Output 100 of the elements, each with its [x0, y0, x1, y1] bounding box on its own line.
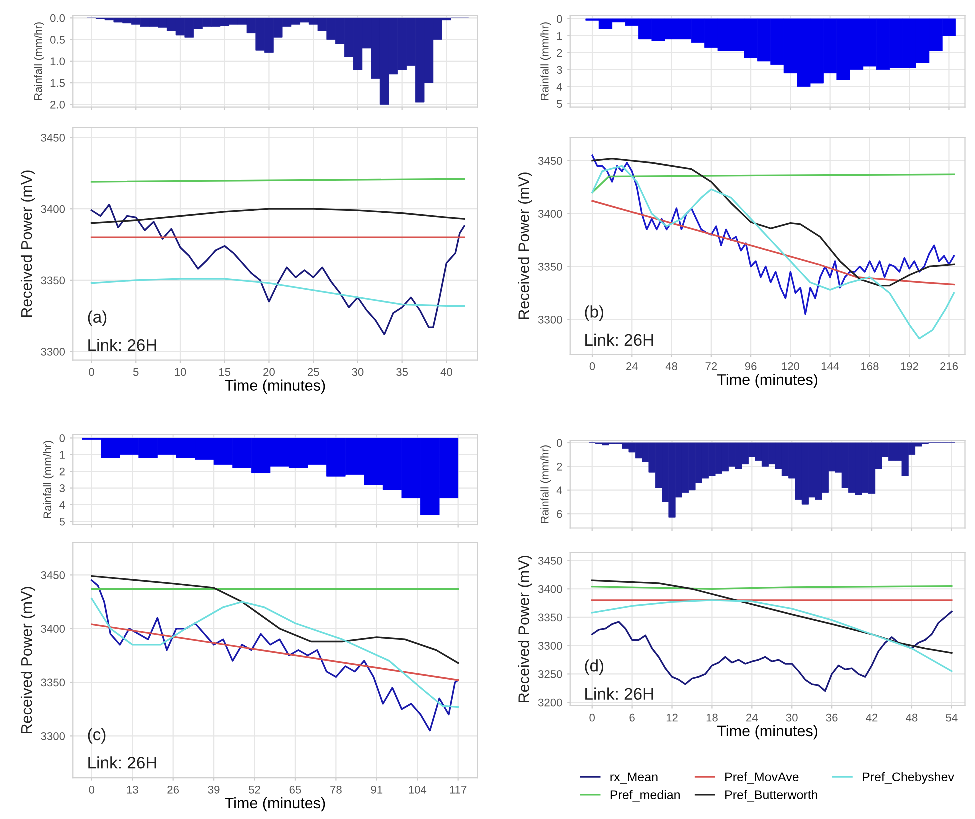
annotation: Link: 26H [88, 756, 156, 769]
y-tick-label: 3300 [41, 348, 66, 356]
annotation: Link: 26H [586, 688, 654, 700]
y-tick-label: 3 [556, 66, 562, 74]
x-tick-label: 144 [822, 362, 840, 370]
y-tick-label: 3 [60, 484, 65, 492]
y-tick-label: 3450 [538, 557, 562, 565]
x-tick-label: 36 [826, 714, 838, 722]
y-tick-label: 0.5 [50, 36, 66, 44]
y-axis-title: Rainfall (mm/hr) [34, 22, 44, 100]
x-tick-label: 0 [590, 714, 596, 722]
annotation: (c) [88, 728, 106, 744]
y-axis-title: Received Power (mV) [20, 587, 36, 734]
x-tick-label: 30 [352, 368, 364, 376]
x-tick-label: 35 [396, 368, 408, 376]
y-tick-label: 3350 [538, 614, 562, 622]
annotation: Link: 26H [88, 338, 156, 352]
y-tick-label: 0 [556, 439, 562, 448]
y-tick-label: 4 [60, 501, 66, 509]
y-tick-label: 0.0 [50, 14, 66, 22]
y-axis-title: Received Power (mV) [20, 170, 36, 318]
y-tick-label: 5 [557, 100, 562, 108]
y-axis-title: Rainfall (mm/hr) [540, 22, 551, 100]
x-tick-label: 30 [786, 714, 798, 722]
y-tick-label: 1 [60, 451, 65, 459]
legend-label: Pref_MovAve [726, 772, 799, 784]
x-tick-label: 117 [450, 786, 467, 794]
legend-label: Pref_Butterworth [726, 790, 818, 802]
x-tick-label: 25 [308, 368, 320, 376]
annotation: (b) [585, 306, 604, 322]
x-tick-label: 13 [127, 786, 138, 794]
x-tick-label: 78 [330, 786, 342, 794]
y-tick-label: 3400 [41, 205, 66, 214]
x-tick-label: 26 [168, 786, 180, 794]
x-axis-title: Time (minutes) [718, 374, 818, 388]
y-tick-label: 3450 [41, 134, 66, 142]
y-tick-label: 3350 [41, 276, 66, 285]
y-tick-label: 1.0 [50, 58, 66, 66]
x-tick-label: 0 [590, 362, 596, 370]
y-tick-label: 2 [557, 462, 562, 471]
legend-label: Pref_Chebyshev [863, 772, 954, 784]
x-axis-title: Time (minutes) [718, 725, 818, 740]
x-tick-label: 20 [264, 368, 275, 376]
line-series [90, 208, 466, 224]
x-tick-label: 39 [208, 786, 220, 794]
x-tick-label: 216 [940, 362, 958, 370]
annotation: (a) [88, 310, 107, 326]
line-series [90, 278, 466, 307]
y-axis-title: Rainfall (mm/hr) [540, 446, 551, 524]
x-tick-label: 54 [946, 714, 958, 722]
y-tick-label: 0 [556, 15, 562, 24]
y-tick-label: 2.0 [50, 100, 66, 109]
y-tick-label: 5 [60, 518, 66, 526]
y-tick-label: 3300 [41, 732, 66, 740]
x-tick-label: 192 [901, 362, 918, 370]
x-tick-label: 91 [371, 786, 383, 794]
line-series [91, 575, 460, 664]
x-tick-label: 18 [706, 714, 718, 722]
line-series [91, 598, 460, 708]
y-tick-label: 3350 [538, 263, 562, 271]
x-tick-label: 12 [666, 714, 678, 722]
x-tick-label: 40 [440, 368, 452, 376]
line-series [592, 200, 956, 286]
y-axis-title: Received Power (mV) [518, 556, 532, 702]
x-tick-label: 168 [862, 362, 879, 370]
line-series [592, 174, 956, 194]
y-tick-label: 3300 [538, 316, 562, 324]
y-tick-label: 3400 [538, 210, 562, 218]
x-tick-label: 24 [626, 362, 638, 370]
y-tick-label: 4 [556, 486, 562, 494]
x-tick-label: 72 [706, 362, 718, 370]
y-tick-label: 3200 [538, 698, 562, 707]
line-series [592, 580, 953, 654]
x-tick-label: 5 [133, 368, 139, 376]
y-tick-label: 4 [556, 83, 562, 91]
y-axis-title: Received Power (mV) [518, 172, 532, 320]
x-tick-label: 0 [89, 368, 94, 376]
y-tick-label: 3400 [41, 625, 66, 633]
y-tick-label: 2 [60, 468, 65, 476]
y-tick-label: 3250 [538, 670, 562, 678]
y-tick-label: 3400 [538, 585, 562, 594]
x-axis-title: Time (minutes) [225, 380, 326, 394]
x-tick-label: 48 [906, 714, 918, 722]
y-tick-label: 1 [557, 32, 562, 40]
legend-label: rx_Mean [610, 772, 658, 784]
y-tick-label: 1.5 [50, 79, 66, 88]
x-tick-label: 104 [409, 786, 427, 794]
x-tick-label: 48 [666, 362, 678, 370]
x-tick-label: 120 [782, 362, 800, 370]
x-tick-label: 65 [290, 786, 302, 794]
y-tick-label: 6 [557, 510, 562, 518]
x-tick-label: 52 [249, 786, 260, 794]
x-tick-label: 0 [89, 786, 95, 794]
y-tick-label: 2 [557, 49, 562, 57]
x-tick-label: 96 [745, 362, 757, 370]
line-series [592, 158, 956, 287]
annotation: (d) [585, 660, 604, 676]
y-tick-label: 0 [60, 434, 66, 442]
legend-label: Pref_median [610, 790, 680, 802]
x-tick-label: 42 [866, 714, 878, 722]
